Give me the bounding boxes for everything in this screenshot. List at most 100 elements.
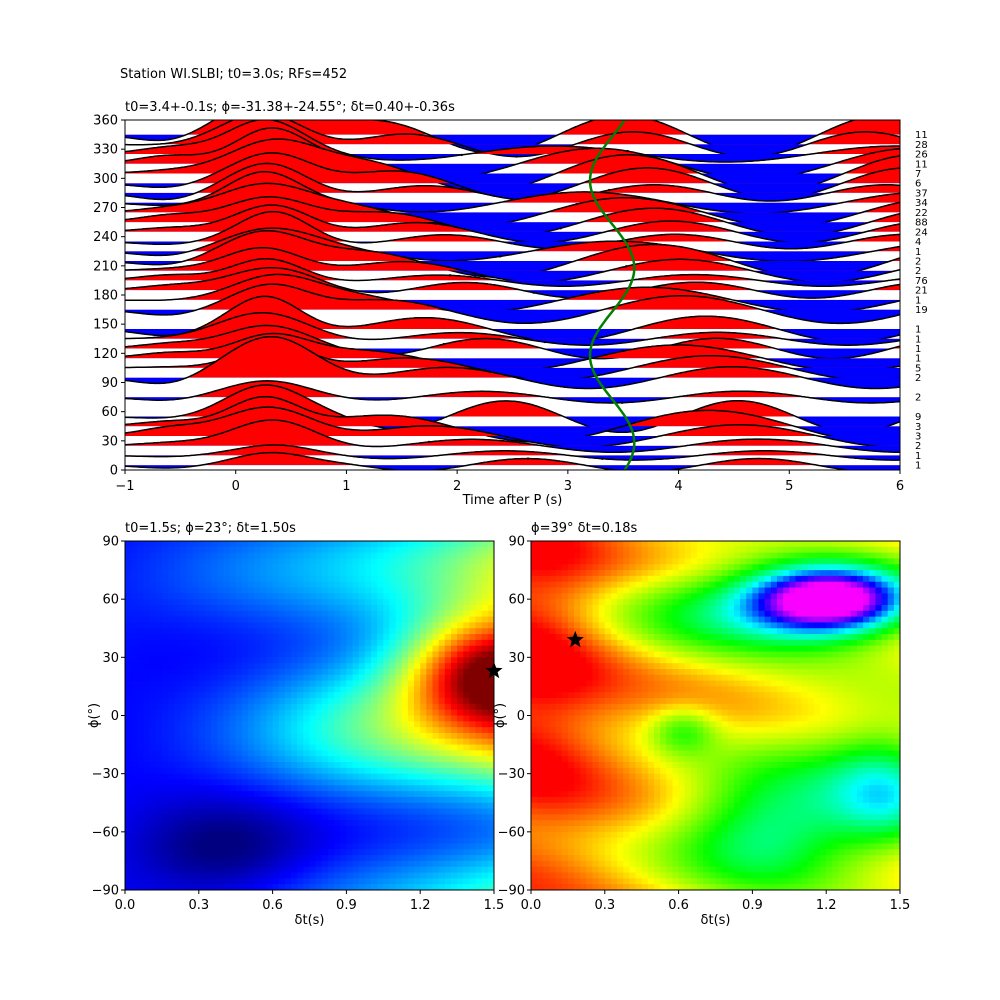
heatmap-cell [340,634,347,641]
heatmap-cell [180,651,188,658]
heatmap-cell [641,581,649,589]
heatmap-cell [303,645,311,653]
heatmap-cell [555,715,563,722]
heatmap-cell [617,750,624,757]
heatmap-cell [155,762,163,769]
heatmap-cell [420,785,427,792]
trace-count-label: 4 [915,237,921,248]
heatmap-cell [149,808,157,815]
heatmap-cell [469,628,477,635]
heatmap-cell [432,698,440,705]
heatmap-cell [149,680,157,688]
heatmap-cell [426,738,434,746]
heatmap-cell [303,855,311,862]
heatmap-cell [438,837,446,845]
heatmap-cell [475,663,483,670]
rf-phase-marker [607,188,611,192]
heatmap-cell [303,884,311,890]
heatmap-cell [137,698,145,705]
heatmap-cell [192,837,200,845]
heatmap-cell [586,715,594,722]
heatmap-cell [487,558,494,565]
heatmap-cell [254,657,261,664]
heatmap-cell [278,604,286,612]
heatmap-cell [327,616,335,624]
heatmap-cell [598,849,606,856]
heatmap-cell [531,843,538,850]
heatmap-cell [125,796,132,804]
heatmap-cell [586,634,594,641]
heatmap-cell [131,820,138,827]
heatmap-cell [266,721,274,728]
heatmap-cell [567,732,575,740]
heatmap-cell [555,599,563,606]
heatmap-cell [297,721,304,728]
heatmap-cell [580,808,587,815]
heatmap-cell [469,709,477,717]
trace-count-label: 21 [915,286,928,297]
heatmap-cell [592,756,600,763]
heatmap-cell [444,587,452,594]
heatmap-cell [481,814,489,821]
heatmap-cell [414,546,421,554]
heatmap-cell [346,570,354,577]
heatmap-cell [414,622,421,629]
heatmap-cell [254,558,261,565]
heatmap-cell [420,680,427,688]
heatmap-cell [192,587,200,594]
heatmap-cell [383,639,391,647]
heatmap-cell [444,639,452,647]
heatmap-cell [260,645,268,653]
heatmap-cell [161,878,169,885]
heatmap-cell [352,686,360,693]
heatmap-cell [487,692,494,699]
heatmap-cell [309,599,317,606]
heatmap-cell [168,558,175,565]
heatmap-cell [174,663,181,670]
heatmap-cell [248,546,255,554]
heatmap-cell [420,668,427,676]
heatmap-cell [414,657,421,664]
heatmap-cell [327,849,335,856]
heatmap-cell [549,721,557,728]
heatmap-cell [223,593,231,600]
heatmap-cell [155,849,163,856]
heatmap-cell [266,738,274,746]
heatmap-cell [266,645,274,653]
heatmap-cell [235,604,243,612]
heatmap-cell [358,698,366,705]
heatmap-cell [303,610,311,618]
heatmap-cell [623,593,630,600]
heatmap-cell [204,767,212,775]
heatmap-cell [303,802,311,810]
heatmap-cell [555,727,563,734]
heatmap-cell [180,831,188,839]
heatmap-cell [334,855,341,862]
heatmap-cell [327,651,335,658]
heatmap-cell [580,541,587,548]
heatmap-cell [586,657,594,664]
heatmap-cell [315,843,323,850]
heatmap-cell [629,715,637,722]
heatmap-cell [168,872,175,879]
heatmap-cell [334,750,341,757]
heatmap-cell [137,849,145,856]
heatmap-cell [125,587,132,594]
heatmap-cell [297,796,304,804]
heatmap-cell [629,837,637,845]
heatmap-cell [555,581,563,589]
heatmap-cell [155,703,163,711]
heatmap-cell [254,843,261,850]
heatmap-cell [223,837,231,845]
heatmap-cell [364,762,372,769]
heatmap-cell [204,622,212,629]
heatmap-cell [198,814,206,821]
heatmap-cell [217,727,224,734]
heatmap-cell [297,552,304,560]
heatmap-cell [389,622,397,629]
heatmap-cell [303,738,311,746]
heatmap-cell [457,773,464,781]
heatmap-cell [463,721,470,728]
heatmap-cell [241,692,249,699]
heatmap-cell [137,604,145,612]
